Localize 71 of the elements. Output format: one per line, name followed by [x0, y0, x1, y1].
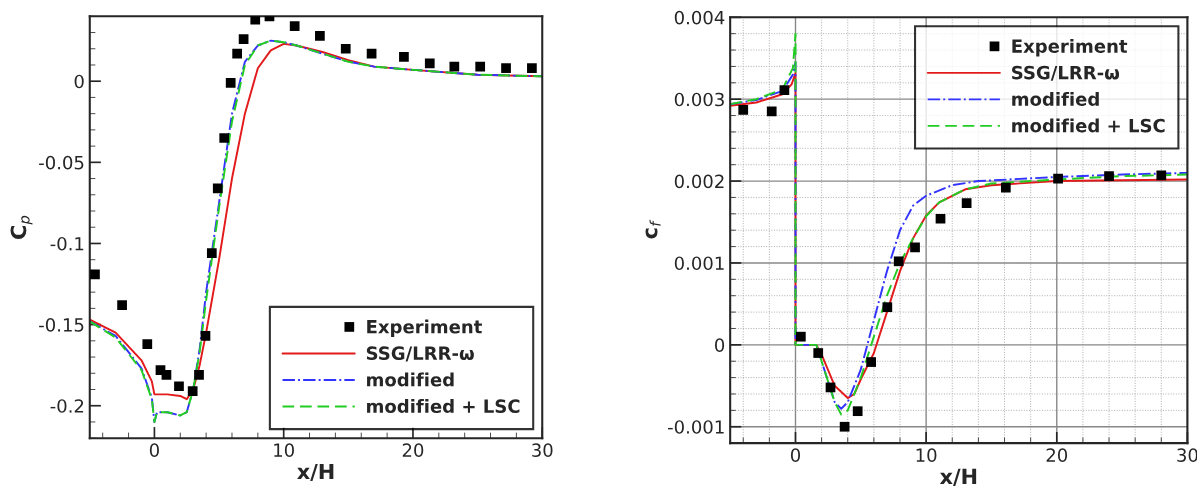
x-tick-label: 0 — [149, 443, 159, 458]
y-tick-label: 0 — [74, 74, 84, 89]
point — [813, 348, 824, 358]
point — [174, 381, 184, 392]
legend-label: modified — [1012, 91, 1099, 106]
legend-label: SSG/LRR-ω — [1012, 65, 1120, 81]
y-tick-label: -0.2 — [50, 399, 84, 413]
legend-label: modified + LSC — [1012, 118, 1165, 133]
x-tick-label: 30 — [532, 443, 553, 458]
y-axis-title: C$_{p}$ — [10, 215, 33, 239]
y-tick-label: -0.15 — [39, 318, 84, 332]
point — [1053, 173, 1063, 184]
y-tick-label: 0.002 — [674, 174, 724, 189]
point — [795, 331, 806, 342]
y-axis-title: c$_{f}$ — [645, 219, 661, 239]
point — [232, 48, 243, 59]
point — [289, 21, 300, 31]
point — [866, 357, 876, 367]
point — [839, 421, 850, 432]
point — [206, 248, 217, 259]
point — [212, 183, 223, 194]
point — [194, 370, 204, 380]
x-tick-label: 10 — [916, 448, 937, 462]
point — [935, 213, 946, 224]
y-tick-label: 0.001 — [674, 256, 724, 271]
point — [766, 106, 777, 117]
point — [961, 198, 972, 209]
x-tick-label: 10 — [274, 443, 294, 458]
point — [315, 30, 325, 41]
point — [738, 104, 749, 115]
point — [882, 302, 893, 313]
x-tick-label: 30 — [1177, 448, 1197, 462]
legend-label: modified + LSC — [367, 399, 520, 414]
point — [90, 269, 100, 280]
y-tick-label: 0.003 — [674, 92, 724, 107]
point — [1000, 182, 1011, 193]
y-tick-label: -0.1 — [50, 236, 84, 251]
point — [225, 77, 236, 88]
point — [779, 85, 790, 96]
x-axis-title: x/H — [297, 463, 334, 482]
y-tick-label: -0.05 — [39, 155, 84, 170]
legend-label: Experiment — [367, 319, 482, 337]
y-tick-label: 0 — [715, 338, 725, 352]
point — [910, 242, 920, 253]
legend-label: Experiment — [1012, 38, 1128, 57]
y-tick-label: -0.001 — [667, 420, 724, 434]
legend-label: SSG/LRR-ω — [366, 346, 474, 362]
point — [161, 370, 172, 380]
point — [399, 52, 409, 62]
point — [475, 61, 486, 72]
x-tick-label: 20 — [1046, 448, 1068, 462]
point — [1104, 171, 1114, 182]
point — [449, 61, 460, 72]
point — [219, 133, 230, 143]
legend-label: modified — [367, 372, 454, 387]
x-tick-label: 20 — [402, 443, 424, 458]
point — [117, 300, 127, 310]
point — [238, 34, 249, 44]
point — [527, 63, 537, 74]
x-tick-label: 0 — [790, 448, 801, 462]
point — [424, 58, 435, 69]
point — [501, 63, 511, 74]
point — [187, 386, 198, 396]
y-tick-label: 0.004 — [674, 10, 725, 25]
point — [200, 331, 211, 341]
point — [340, 43, 351, 54]
point — [1156, 170, 1167, 181]
x-axis-title: x/H — [939, 468, 977, 486]
point — [852, 406, 863, 417]
point — [893, 256, 904, 267]
point — [142, 339, 153, 349]
